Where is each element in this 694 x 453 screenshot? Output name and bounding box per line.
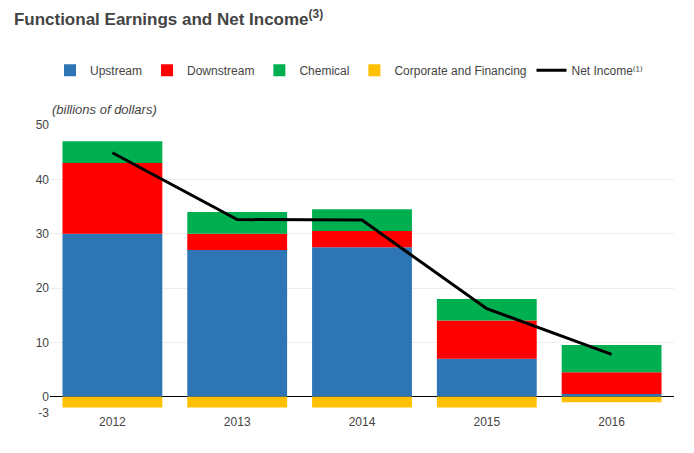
svg-text:10: 10 xyxy=(36,336,50,350)
svg-text:Net Income⁽¹⁾: Net Income⁽¹⁾ xyxy=(571,64,642,78)
svg-text:40: 40 xyxy=(36,173,50,187)
svg-text:Chemical: Chemical xyxy=(299,64,349,78)
svg-text:(billions of dollars): (billions of dollars) xyxy=(52,102,157,117)
svg-text:Downstream: Downstream xyxy=(187,64,254,78)
svg-text:2015: 2015 xyxy=(473,415,500,429)
svg-text:2013: 2013 xyxy=(224,415,251,429)
svg-text:2012: 2012 xyxy=(99,415,126,429)
svg-text:50: 50 xyxy=(36,118,50,132)
svg-text:-3: -3 xyxy=(38,406,49,420)
svg-text:Corporate and Financing: Corporate and Financing xyxy=(394,64,526,78)
svg-text:2014: 2014 xyxy=(349,415,376,429)
svg-text:20: 20 xyxy=(36,281,50,295)
svg-text:0: 0 xyxy=(42,390,49,404)
svg-text:Upstream: Upstream xyxy=(90,64,142,78)
svg-text:Functional Earnings and Net In: Functional Earnings and Net Income​(3)​ xyxy=(14,7,323,29)
svg-text:2016: 2016 xyxy=(598,415,625,429)
svg-text:30: 30 xyxy=(36,227,50,241)
